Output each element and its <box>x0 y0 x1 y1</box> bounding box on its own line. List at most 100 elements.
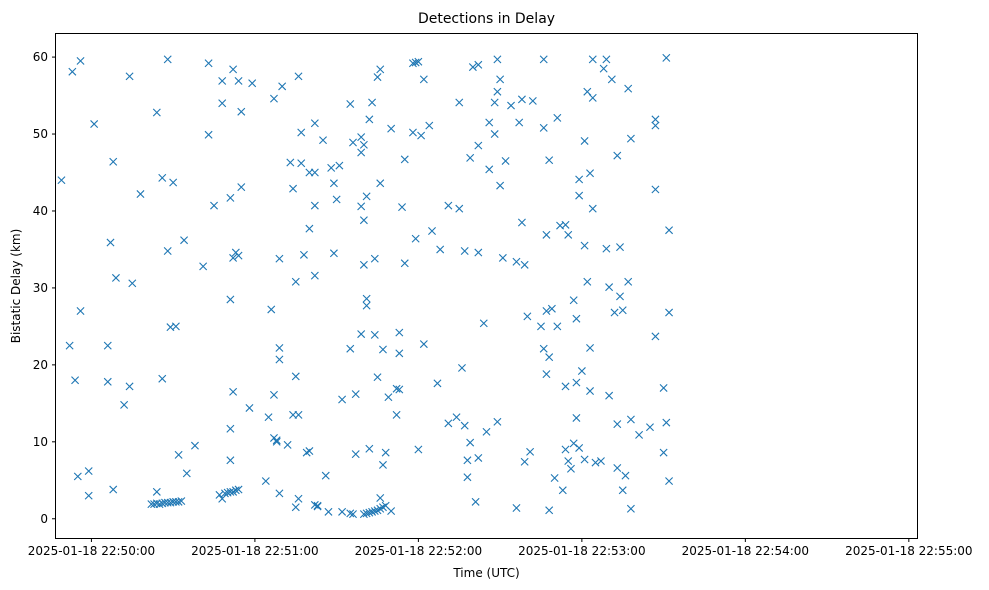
data-point-marker <box>152 108 161 117</box>
data-point-marker <box>229 65 238 74</box>
data-point-marker <box>433 379 442 388</box>
data-point-marker <box>362 192 371 201</box>
data-point-marker <box>542 230 551 239</box>
data-point-marker <box>226 424 235 433</box>
data-point-marker <box>357 148 366 157</box>
data-point-marker <box>651 332 660 341</box>
data-point-marker <box>283 440 292 449</box>
data-point-marker <box>299 250 308 259</box>
data-point-marker <box>365 444 374 453</box>
data-point-marker <box>419 75 428 84</box>
data-point-marker <box>564 230 573 239</box>
data-point-marker <box>662 418 671 427</box>
data-point-marker <box>109 485 118 494</box>
data-point-marker <box>310 168 319 177</box>
data-point-marker <box>580 455 589 464</box>
data-point-marker <box>335 161 344 170</box>
data-point-marker <box>376 179 385 188</box>
data-point-marker <box>561 220 570 229</box>
data-point-marker <box>310 271 319 280</box>
data-point-marker <box>425 121 434 130</box>
data-point-marker <box>174 497 183 506</box>
x-tick-label: 2025-01-18 22:50:00 <box>28 544 155 558</box>
data-point-marker <box>136 190 145 199</box>
data-point-marker <box>528 96 537 105</box>
data-point-marker <box>572 413 581 422</box>
data-point-marker <box>596 457 605 466</box>
y-tick-label: 50 <box>33 127 48 141</box>
data-point-marker <box>272 436 281 445</box>
data-point-marker <box>218 76 227 85</box>
data-point-marker <box>128 279 137 288</box>
data-point-marker <box>659 383 668 392</box>
data-point-marker <box>163 247 172 255</box>
x-axis-label: Time (UTC) <box>452 566 519 580</box>
data-point-marker <box>613 420 622 429</box>
data-point-marker <box>414 445 423 454</box>
data-point-marker <box>169 178 178 187</box>
data-point-marker <box>291 277 300 286</box>
data-point-marker <box>651 185 660 194</box>
data-point-marker <box>588 204 597 213</box>
data-point-marker <box>651 121 660 130</box>
data-point-marker <box>490 130 499 139</box>
data-point-marker <box>466 153 475 162</box>
data-point-marker <box>414 57 423 66</box>
data-point-marker <box>586 343 595 352</box>
data-point-marker <box>452 413 461 422</box>
data-point-marker <box>651 115 660 124</box>
data-point-marker <box>310 119 319 128</box>
data-point-marker <box>523 312 532 321</box>
data-point-marker <box>286 158 295 167</box>
data-point-marker <box>583 277 592 286</box>
data-point-marker <box>359 140 368 149</box>
data-point-marker <box>297 159 306 168</box>
data-point-marker <box>482 427 491 436</box>
data-point-marker <box>599 64 608 73</box>
data-point-marker <box>310 201 319 210</box>
x-tick-label: 2025-01-18 22:54:00 <box>682 544 809 558</box>
data-point-marker <box>501 156 510 165</box>
data-point-marker <box>419 340 428 349</box>
data-point-marker <box>575 443 584 452</box>
data-point-marker <box>588 93 597 102</box>
data-point-marker <box>229 387 238 396</box>
data-point-marker <box>457 363 466 372</box>
data-point-marker <box>575 175 584 184</box>
data-point-marker <box>635 430 644 439</box>
data-point-marker <box>338 395 347 404</box>
data-point-marker <box>577 367 586 376</box>
data-point-marker <box>618 486 627 495</box>
data-point-marker <box>125 72 134 81</box>
data-point-marker <box>545 353 554 362</box>
data-point-marker <box>408 59 417 68</box>
data-point-marker <box>485 165 494 174</box>
data-point-marker <box>474 248 483 257</box>
data-point-marker <box>474 60 483 69</box>
data-point-marker <box>321 471 330 480</box>
data-point-marker <box>602 244 611 253</box>
data-point-marker <box>231 486 240 495</box>
data-point-marker <box>624 84 633 93</box>
data-point-marker <box>226 487 235 496</box>
data-point-marker <box>90 120 99 129</box>
data-point-marker <box>269 390 278 399</box>
data-point-marker <box>517 218 526 227</box>
data-point-marker <box>468 63 477 72</box>
data-point-marker <box>76 307 85 315</box>
data-point-marker <box>550 473 559 482</box>
data-point-marker <box>626 134 635 143</box>
data-point-marker <box>109 157 118 166</box>
data-points <box>57 53 674 519</box>
data-point-marker <box>479 319 488 328</box>
data-point-marker <box>289 184 298 193</box>
data-point-marker <box>349 138 357 147</box>
data-point-marker <box>365 115 374 124</box>
data-point-marker <box>234 485 243 494</box>
data-point-marker <box>588 55 597 64</box>
data-point-marker <box>387 507 396 516</box>
data-point-marker <box>507 101 516 110</box>
data-point-marker <box>545 506 554 515</box>
data-point-marker <box>558 486 567 495</box>
